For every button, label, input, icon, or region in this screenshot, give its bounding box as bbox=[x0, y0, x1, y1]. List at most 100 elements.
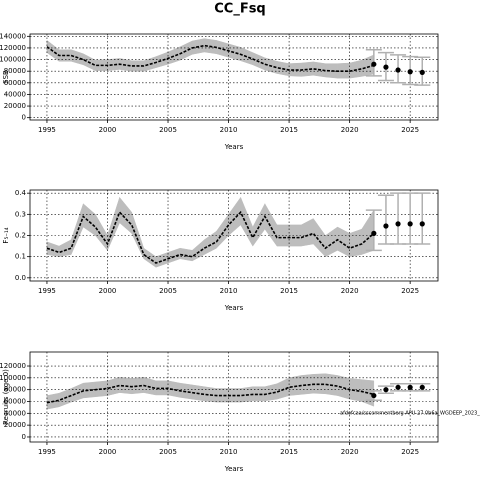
confidence-band bbox=[228, 196, 241, 237]
y-tick-label: 60000 bbox=[4, 79, 26, 87]
x-tick-label: 2015 bbox=[280, 287, 298, 295]
projection-point bbox=[383, 387, 389, 393]
y-tick-label: 100000 bbox=[0, 374, 26, 382]
projection-point bbox=[371, 392, 377, 399]
x-tick-label: 2020 bbox=[341, 126, 359, 134]
confidence-band bbox=[288, 62, 302, 77]
confidence-band bbox=[216, 213, 229, 249]
x-tick-label: 2000 bbox=[99, 287, 117, 295]
confidence-band bbox=[119, 196, 132, 234]
confidence-band bbox=[107, 197, 120, 251]
x-tick-label: 2010 bbox=[220, 287, 238, 295]
y-tick-label: 0.1 bbox=[15, 253, 26, 261]
confidence-band bbox=[83, 203, 96, 236]
y-tick-label: 40000 bbox=[4, 90, 26, 98]
x-tick-label: 1995 bbox=[38, 126, 56, 134]
projection-point bbox=[407, 384, 413, 390]
confidence-band bbox=[313, 217, 326, 258]
plot-frame bbox=[29, 33, 439, 121]
projection-point bbox=[383, 223, 389, 229]
y-tick-label: 100000 bbox=[0, 56, 26, 64]
panel: 1995 2000 2005 2010 2015 2020 2025 0 20000 40000 6… bbox=[0, 32, 439, 151]
confidence-band bbox=[349, 228, 362, 257]
x-tick-label: 1995 bbox=[38, 287, 56, 295]
figure-title: CC_Fsq bbox=[214, 2, 266, 17]
confidence-band bbox=[252, 386, 266, 402]
panel: 1995 2000 2005 2010 2015 2020 2025 0 20000 40000 6… bbox=[0, 351, 480, 473]
confidence-band bbox=[252, 203, 266, 247]
x-tick-label: 2000 bbox=[99, 126, 117, 134]
confidence-band bbox=[131, 376, 145, 395]
confidence-band bbox=[216, 388, 229, 403]
confidence-band bbox=[228, 43, 241, 62]
y-axis-label: F₅₋₁₄ bbox=[2, 227, 10, 243]
confidence-band bbox=[143, 247, 157, 268]
confidence-band bbox=[240, 197, 254, 248]
y-tick-label: 120000 bbox=[0, 362, 26, 370]
x-tick-label: 2020 bbox=[341, 448, 359, 456]
x-axis-label: Years bbox=[224, 304, 244, 312]
x-tick-label: 2025 bbox=[401, 448, 419, 456]
confidence-band bbox=[216, 40, 229, 58]
confidence-band bbox=[300, 374, 314, 395]
confidence-band bbox=[70, 203, 84, 255]
confidence-band bbox=[107, 58, 120, 71]
projection-point bbox=[407, 221, 413, 227]
projection-point bbox=[419, 221, 425, 227]
x-tick-label: 2000 bbox=[99, 448, 117, 456]
confidence-band bbox=[325, 226, 338, 258]
y-tick-label: 60000 bbox=[4, 397, 26, 405]
annotation: afdofcaa/sscommentberg APU 27.0b6a_WGDEE… bbox=[340, 410, 480, 416]
estimate-line bbox=[46, 383, 375, 404]
projection-point bbox=[383, 64, 389, 70]
projection-point bbox=[371, 61, 377, 67]
y-tick-label: 0.2 bbox=[15, 232, 26, 240]
y-tick-label: 0.3 bbox=[15, 210, 26, 218]
plot-frame bbox=[29, 351, 439, 443]
confidence-band bbox=[155, 51, 169, 69]
y-tick-label: 0 bbox=[22, 114, 26, 122]
confidence-band bbox=[179, 40, 193, 61]
x-axis-label: Years bbox=[224, 143, 244, 151]
projection-point bbox=[395, 221, 401, 227]
x-tick-label: 2025 bbox=[401, 287, 419, 295]
confidence-band bbox=[95, 213, 108, 252]
x-tick-label: 2005 bbox=[159, 448, 177, 456]
x-axis-label: Years bbox=[224, 465, 244, 473]
confidence-band bbox=[167, 46, 181, 65]
projection-point bbox=[407, 69, 413, 75]
x-tick-label: 2025 bbox=[401, 126, 419, 134]
projection-point bbox=[371, 230, 377, 236]
projection-point bbox=[395, 384, 401, 390]
estimate-line bbox=[46, 210, 375, 264]
x-tick-label: 2020 bbox=[341, 287, 359, 295]
projection-point bbox=[395, 67, 401, 73]
confidence-band bbox=[288, 224, 302, 247]
confidence-band bbox=[300, 218, 314, 247]
y-tick-label: 20000 bbox=[4, 421, 26, 429]
confidence-band bbox=[264, 202, 278, 247]
y-tick-label: 20000 bbox=[4, 102, 26, 110]
projection-point bbox=[419, 384, 425, 390]
x-tick-label: 2010 bbox=[220, 126, 238, 134]
x-tick-label: 2010 bbox=[220, 448, 238, 456]
x-tick-label: 2015 bbox=[280, 126, 298, 134]
plot-frame bbox=[29, 189, 439, 282]
y-axis-label: Recruits (age 0) bbox=[2, 369, 10, 425]
x-tick-label: 2005 bbox=[159, 126, 177, 134]
y-tick-label: 0.0 bbox=[15, 274, 26, 282]
confidence-band bbox=[155, 252, 169, 268]
y-tick-label: 120000 bbox=[0, 44, 26, 52]
projection-point bbox=[419, 69, 425, 75]
y-tick-label: 0 bbox=[22, 433, 26, 441]
y-tick-label: 140000 bbox=[0, 32, 26, 40]
y-axis-label: SSB bbox=[2, 70, 10, 84]
estimate-line bbox=[46, 44, 375, 72]
confidence-band bbox=[167, 380, 181, 398]
x-tick-label: 2005 bbox=[159, 287, 177, 295]
y-tick-label: 80000 bbox=[4, 67, 26, 75]
y-tick-label: 40000 bbox=[4, 409, 26, 417]
x-tick-label: 2015 bbox=[280, 448, 298, 456]
panel: 1995 2000 2005 2010 2015 2020 2025 0.0 0.1 0.2 0.3… bbox=[2, 189, 439, 312]
